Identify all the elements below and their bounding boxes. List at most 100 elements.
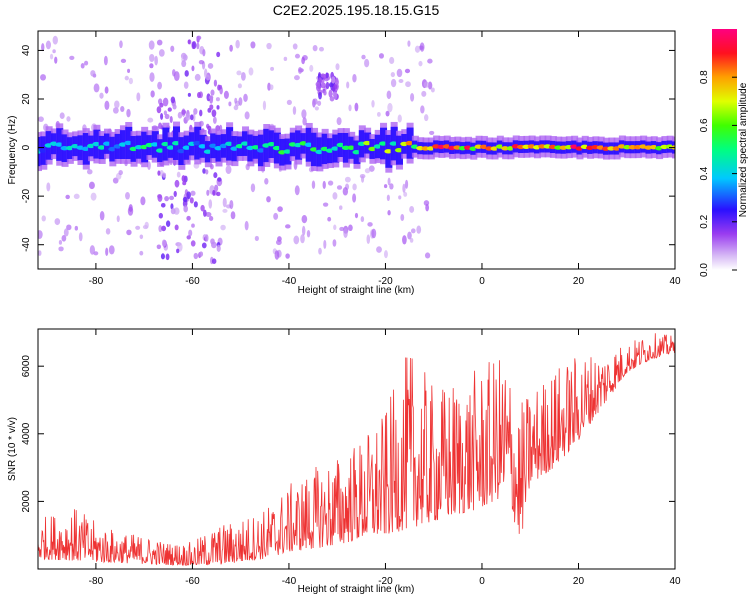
spectrogram-noise-cluster [165,253,170,261]
spectrogram-y-axis-label: Frequency (Hz) [7,116,18,185]
spectrogram-band-core [251,145,260,150]
spectrogram-noise-speck [128,204,133,212]
spectrogram-noise-speck [414,45,421,53]
spectrogram-x-tick-label: -80 [89,276,104,287]
spectrogram-noise-cluster [213,172,218,179]
spectrogram-noise-speck [323,239,327,249]
spectrogram-x-tick-label: 0 [479,276,485,287]
spectrogram-noise-cluster [181,109,187,115]
spectrogram-noise-cluster [156,244,162,250]
spectrogram-noise-speck [378,53,384,59]
spectrogram-noise-speck [119,40,123,49]
spectrogram-noise-speck [90,70,96,77]
spectrogram-noise-cluster [182,181,187,186]
spectrogram-noise-speck [306,230,311,238]
spectrogram-band-core [177,148,186,154]
spectrogram-noise-speck [319,46,324,52]
spectrogram-noise-cluster [187,92,192,97]
spectrogram-noise-speck [283,56,288,62]
spectrogram-noise-speck [114,100,120,109]
spectrogram-noise-speck [262,100,267,111]
spectrogram-noise-speck [264,178,269,185]
spectrogram-noise-cluster [185,113,191,121]
spectrogram-noise-speck [348,224,353,232]
spectrogram-noise-speck [402,183,406,193]
spectrogram-y-tick-label: -20 [21,188,32,203]
spectrogram-noise-speck [294,75,300,81]
spectrogram-noise-cluster [200,204,205,212]
spectrogram-noise-speck [228,101,232,107]
spectrogram-noise-speck [49,53,54,60]
spectrogram-noise-cluster [161,225,167,232]
spectrogram-noise-speck [339,226,345,232]
spectrogram-noise-cluster [211,258,217,265]
spectrogram-noise-speck [54,56,58,64]
snr-x-tick-label: -60 [185,576,200,587]
spectrogram-noise-speck [54,218,61,226]
spectrogram-noise-speck [248,67,254,76]
spectrogram-noise-cluster [176,248,180,254]
spectrogram-noise-speck [162,97,169,107]
spectrogram-noise-speck [243,93,248,102]
spectrogram-noise-speck [424,252,431,259]
spectrogram-noise-speck [154,55,158,66]
spectrogram-noise-speck [343,228,348,239]
snr-y-ticks: 2000 4000 6000 [21,355,675,513]
spectrogram-band-core [209,143,218,148]
spectrogram-frame [37,30,676,270]
spectrogram-noise-speck [322,202,329,207]
spectrogram-noise-cluster [159,102,164,108]
spectrogram-noise-speck [38,116,44,122]
spectrogram-noise-cluster [215,97,220,102]
spectrogram-noise-speck [194,73,201,81]
spectrogram-noise-speck [105,228,111,235]
spectrogram-noise-cluster [216,105,220,110]
spectrogram-noise-speck [318,247,322,255]
spectrogram-noise-speck [238,97,243,106]
spectrogram-noise-cluster [181,175,186,182]
spectrogram-y-ticks: -40 -20 0 20 40 [21,44,675,252]
spectrogram-noise-speck [41,43,45,52]
spectrogram-noise-speck [136,92,141,102]
spectrogram-noise-speck [127,68,131,74]
spectrogram-noise-speck [301,225,306,236]
spectrogram-noise-speck [277,206,283,212]
spectrogram-band-core [161,141,170,147]
spectrogram-noise-speck [364,168,371,174]
spectrogram-noise-speck [147,117,154,123]
spectrogram-noise-speck [125,191,130,200]
spectrogram-band-core [336,142,345,148]
spectrogram-noise-speck [336,117,342,126]
spectrogram-noise-speck [103,55,108,66]
spectrogram-noise-speck [312,44,318,52]
spectrogram-band-core [384,149,393,154]
spectrogram-noise-cluster [203,209,207,217]
spectrogram-noise-cluster [206,93,211,102]
snr-frame [37,328,676,570]
spectrogram-noise-speck [386,90,392,100]
spectrogram-band-core [310,147,319,152]
spectrogram-noise-cluster [210,238,215,245]
spectrogram-y-tick-label: -40 [21,237,32,252]
spectrogram-band-core [225,141,234,147]
spectrogram-band-core [182,145,191,150]
spectrogram-noise-speck [398,195,402,200]
spectrogram-noise-cluster [187,39,191,45]
spectrogram-noise-speck [78,232,83,242]
spectrogram-noise-speck [229,44,233,52]
spectrogram-noise-speck [269,84,274,91]
spectrogram-x-ticks: -80 -60 -40 -20 0 20 40 [89,31,681,287]
spectrogram-noise-speck [61,235,67,242]
spectrogram-noise-cluster [328,82,334,88]
spectrogram-noise-speck [344,176,351,183]
spectrogram-noise-speck [314,106,319,111]
spectrogram-noise-speck [368,165,375,172]
spectrogram-band-core [379,141,388,146]
spectrogram-noise-speck [58,240,63,245]
spectrogram-noise-speck [173,207,180,215]
spectrogram-noise-cluster [162,172,167,178]
spectrogram-noise-speck [104,100,110,110]
spectrogram-noise-speck [285,253,290,259]
spectrogram-noise-cluster [156,106,162,114]
spectrogram-noise-cluster [199,109,203,117]
